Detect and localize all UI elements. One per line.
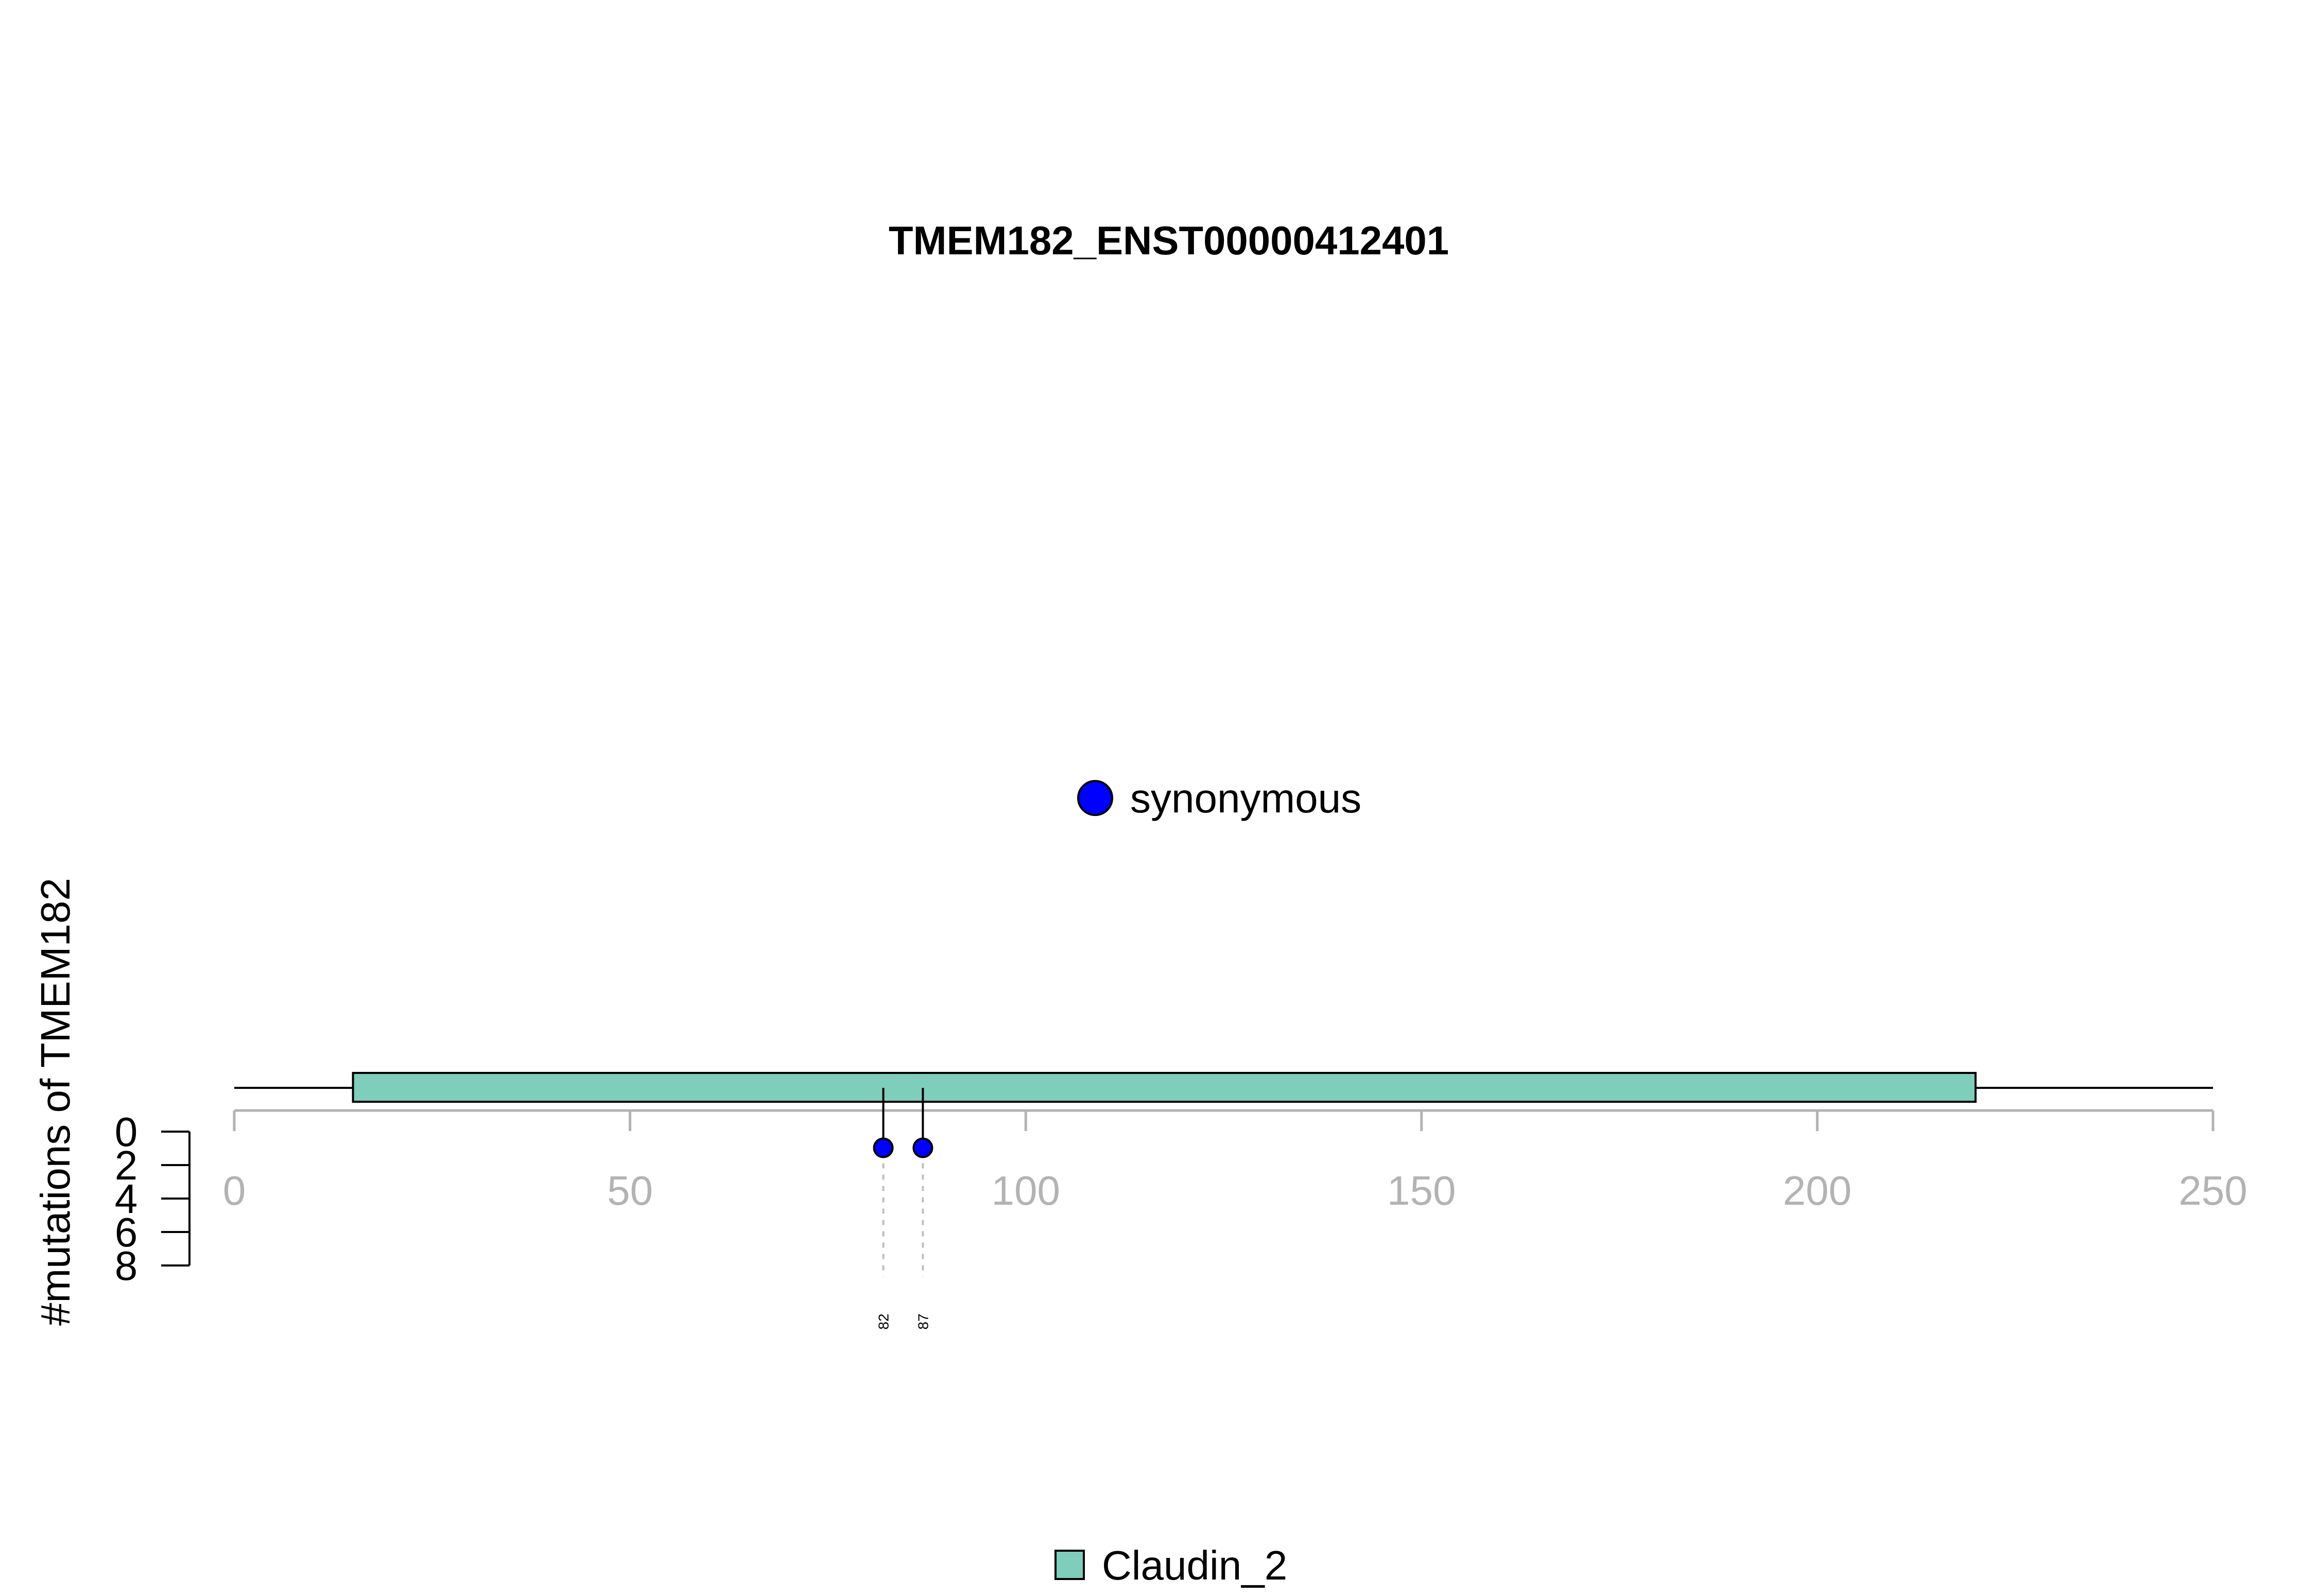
x-tick-label-150: 150 <box>1387 1168 1456 1213</box>
mutation-point-87 <box>912 1137 933 1158</box>
x-tick-label-200: 200 <box>1783 1168 1852 1213</box>
legend-marker-synonymous <box>1077 780 1113 816</box>
mutation-position-label-87: 87 <box>915 1313 931 1329</box>
mutation-point-82 <box>873 1137 894 1158</box>
legend-label-synonymous: synonymous <box>1130 775 1361 821</box>
mutation-lollipops: 82 87 <box>873 1088 933 1330</box>
domain-legend-swatch <box>1054 1550 1085 1580</box>
x-tick-label-250: 250 <box>2178 1168 2247 1213</box>
x-tick-label-100: 100 <box>991 1168 1060 1213</box>
y-tick-label-0: 0 <box>115 1109 138 1155</box>
domain-legend-label: Claudin_2 <box>1102 1542 1287 1588</box>
domain-track <box>352 1072 1977 1103</box>
x-tick-label-0: 0 <box>223 1168 246 1213</box>
mutation-position-label-82: 82 <box>876 1313 892 1329</box>
y-tick-label-2: 2 <box>115 1142 138 1188</box>
mutation-legend: synonymous <box>1077 775 1361 821</box>
chart-title: TMEM182_ENST00000412401 <box>889 218 1449 263</box>
x-tick-label-50: 50 <box>607 1168 653 1213</box>
domain-claudin-2 <box>352 1072 1977 1103</box>
y-tick-label-8: 8 <box>115 1243 138 1289</box>
y-tick-label-4: 4 <box>115 1176 138 1222</box>
y-tick-label-6: 6 <box>115 1209 138 1255</box>
x-axis: 0 50 100 150 200 250 <box>223 1109 2247 1213</box>
y-axis-label: #mutations of TMEM182 <box>32 878 78 1326</box>
domain-legend: Claudin_2 <box>1054 1542 1287 1588</box>
